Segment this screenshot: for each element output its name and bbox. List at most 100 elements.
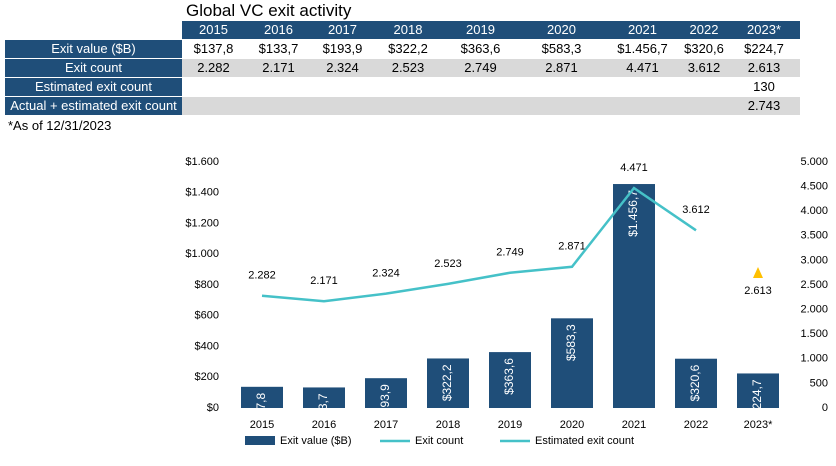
bar-label-clip: $133,7 (316, 393, 330, 430)
bar-value-label: $193,9 (378, 384, 392, 421)
row-background (182, 97, 800, 115)
line-value-label: 2.324 (372, 268, 400, 280)
line-value-label: 2.749 (496, 247, 524, 259)
bar-value-label: $1.456,7 (626, 190, 640, 237)
bar-value-label: $363,6 (502, 358, 516, 395)
y-tick-label: $0 (207, 402, 219, 414)
table-cell: 2.743 (747, 98, 781, 113)
table-cell: 3.612 (687, 60, 721, 75)
y-tick-label: $1.200 (185, 217, 219, 229)
y2-tick-label: 1.500 (800, 328, 828, 340)
marker-label: 2.613 (744, 285, 772, 297)
table-cell: 2.282 (197, 60, 230, 75)
x-tick-label: 2017 (374, 419, 398, 431)
table-cell: $133,7 (258, 41, 299, 56)
table-title: Global VC exit activity (186, 1, 352, 20)
y2-tick-label: 5.000 (800, 156, 828, 168)
legend-swatch (245, 436, 275, 445)
column-header: 2023* (747, 22, 781, 37)
line-value-label: 2.171 (310, 275, 338, 287)
y-tick-label: $1.600 (185, 156, 219, 168)
bar-label-clip: $322,2 (440, 364, 454, 401)
y2-tick-label: 2.500 (800, 279, 828, 291)
line (261, 186, 697, 303)
table-cell: $1.456,7 (617, 41, 668, 56)
row-label: Exit count (5, 59, 182, 77)
header-background (182, 21, 800, 39)
x-tick-label: 2018 (436, 419, 460, 431)
table-cell: $320,6 (684, 41, 724, 56)
table-cell: 2.171 (262, 60, 295, 75)
table-cell: $363,6 (460, 41, 501, 56)
bar (613, 184, 655, 408)
table-cell: 4.471 (626, 60, 659, 75)
table-cell: $322,2 (388, 41, 428, 56)
legend-label: Exit value ($B) (280, 435, 352, 447)
y2-tick-label: 500 (810, 377, 828, 389)
bar-value-label: $320,6 (688, 364, 702, 401)
y2-tick-label: 0 (822, 402, 828, 414)
x-tick-label: 2021 (622, 419, 646, 431)
legend-label: Exit count (415, 435, 463, 447)
bar-label-clip: $1.456,7 (626, 190, 640, 237)
row-label: Exit value ($B) (5, 40, 182, 58)
x-tick-label: 2022 (684, 419, 708, 431)
column-header: 2016 (264, 22, 293, 37)
bar (365, 378, 407, 408)
y-tick-label: $800 (195, 279, 219, 291)
y-tick-label: $1.400 (185, 187, 219, 199)
line-value-label: 2.282 (248, 270, 276, 282)
bar-label-clip: $363,6 (502, 358, 516, 395)
y-tick-label: $400 (195, 340, 219, 352)
column-header: 2018 (393, 22, 423, 37)
column-header: 2021 (628, 22, 657, 37)
x-tick-label: 2020 (560, 419, 584, 431)
bar-label-clip: $224,7 (750, 379, 764, 416)
bar-value-label: $224,7 (750, 379, 764, 416)
column-header: 2017 (328, 22, 357, 37)
marker (753, 267, 763, 279)
table-cell: $193,9 (322, 41, 363, 56)
row-background (182, 40, 800, 58)
table-cell: 130 (753, 79, 775, 94)
bar-label-clip: $193,9 (378, 384, 392, 421)
line-value-label: 4.471 (620, 162, 648, 174)
table-cell: $224,7 (744, 41, 784, 56)
row-background (182, 59, 800, 77)
table-cell: 2.871 (545, 60, 578, 75)
column-header: 2015 (199, 22, 228, 37)
bar-label-clip: $320,6 (688, 364, 702, 401)
bar-label-clip: $137,8 (254, 392, 268, 429)
table-cell: 2.749 (464, 60, 497, 75)
line-value-label: 3.612 (682, 204, 710, 216)
bar (675, 358, 717, 408)
legend-label: Estimated exit count (535, 435, 634, 447)
bar (241, 386, 283, 408)
x-tick-label: 2015 (250, 419, 274, 431)
bar-value-label: $322,2 (440, 364, 454, 401)
bar-value-label: $133,7 (316, 393, 330, 430)
bar-value-label: $583,3 (564, 324, 578, 361)
bar (303, 387, 345, 408)
bar-value-label: $137,8 (254, 392, 268, 429)
table-cell: $137,8 (193, 41, 234, 56)
line-value-label: 2.871 (558, 241, 586, 253)
line-value-label: 2.523 (434, 258, 462, 270)
y2-tick-label: 1.000 (800, 353, 828, 365)
y-tick-label: $200 (195, 371, 219, 383)
y2-tick-label: 3.000 (800, 254, 828, 266)
x-tick-label: 2023* (744, 419, 773, 431)
y2-tick-label: 4.500 (800, 181, 828, 193)
column-header: 2020 (547, 22, 576, 37)
bar (427, 358, 469, 408)
bar (737, 373, 779, 408)
bar (489, 352, 531, 408)
table-cell: $583,3 (541, 41, 582, 56)
table-cell: 2.324 (326, 60, 359, 75)
row-background (182, 78, 800, 96)
x-tick-label: 2019 (498, 419, 522, 431)
y-tick-label: $600 (195, 310, 219, 322)
column-header: 2019 (466, 22, 495, 37)
table-cell: 2.613 (747, 60, 781, 75)
